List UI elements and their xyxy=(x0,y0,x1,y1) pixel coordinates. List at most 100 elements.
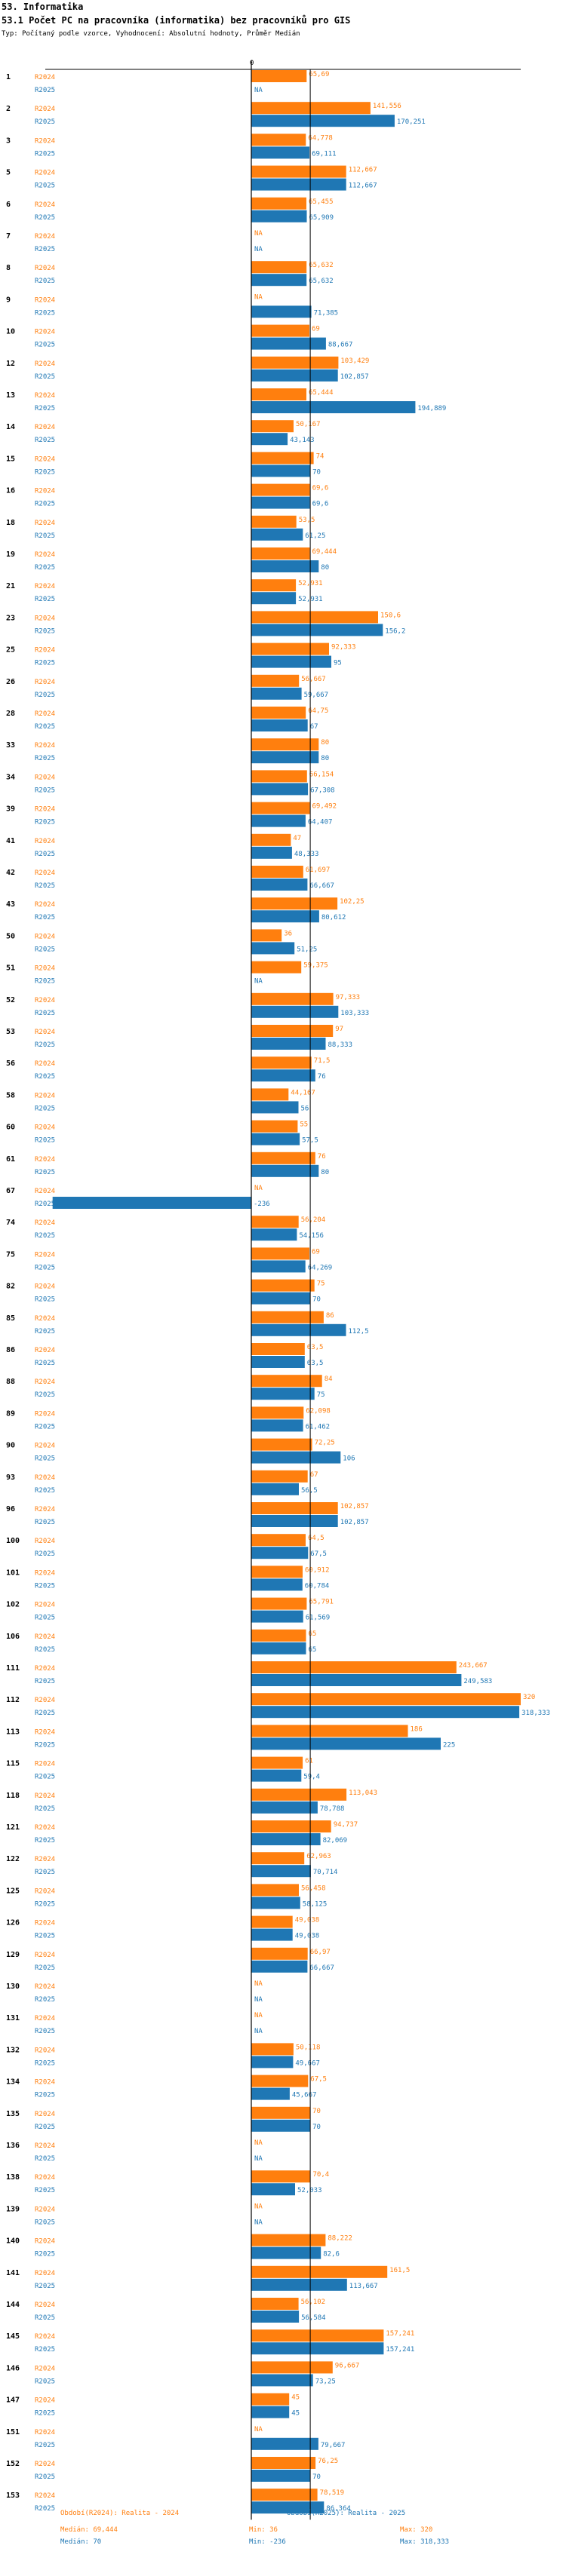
series-label: R2024 xyxy=(35,869,55,877)
series-label: R2025 xyxy=(35,373,55,381)
value-label: 69,492 xyxy=(312,803,337,811)
value-label: 86,364 xyxy=(326,2505,351,2513)
value-label: NA xyxy=(254,2028,263,2035)
series-label: R2024 xyxy=(35,997,55,1004)
value-label: 55 xyxy=(300,1121,308,1129)
bar xyxy=(251,1534,306,1547)
series-label: R2025 xyxy=(35,596,55,603)
series-label: R2024 xyxy=(35,1888,55,1895)
bar xyxy=(251,1833,321,1845)
bar xyxy=(52,1197,251,1209)
bar xyxy=(251,1323,346,1336)
series-label: R2025 xyxy=(35,660,55,667)
value-label: 56,458 xyxy=(301,1884,326,1892)
bar xyxy=(251,814,306,827)
category-label: 141 xyxy=(6,2269,20,2277)
value-label: 186 xyxy=(411,1725,423,1733)
series-label: R2025 xyxy=(35,2346,55,2354)
value-label: 56,204 xyxy=(301,1216,326,1224)
series-label: R2024 xyxy=(35,520,55,527)
value-label: 75 xyxy=(317,1280,325,1288)
bar xyxy=(251,1005,339,1018)
value-label: 69 xyxy=(312,326,320,333)
value-label: 156,2 xyxy=(385,627,405,635)
series-label: R2025 xyxy=(35,87,55,94)
series-label: R2024 xyxy=(35,2238,55,2246)
category-label: 115 xyxy=(6,1760,20,1768)
series-label: R2025 xyxy=(35,150,55,158)
value-label: 113,043 xyxy=(349,1789,377,1797)
bar xyxy=(251,1597,307,1610)
category-label: 101 xyxy=(6,1569,20,1577)
series-label: R2024 xyxy=(35,901,55,909)
value-label: NA xyxy=(254,2426,263,2433)
value-label: 103,429 xyxy=(340,357,369,365)
value-label: 45 xyxy=(291,2410,300,2418)
value-label: 243,667 xyxy=(459,1662,488,1670)
value-label: 62,963 xyxy=(306,1853,331,1860)
series-label: R2024 xyxy=(35,933,55,940)
bar xyxy=(251,197,306,210)
category-label: 23 xyxy=(6,614,15,622)
category-label: 106 xyxy=(6,1633,20,1641)
bar xyxy=(251,528,303,541)
bar xyxy=(251,337,326,350)
legend-r2024: Období(R2024): Realita - 2024 xyxy=(60,2510,180,2517)
bar xyxy=(251,1884,299,1897)
value-label: 69,6 xyxy=(312,501,329,508)
series-label: R2025 xyxy=(35,532,55,540)
bar xyxy=(251,611,378,624)
bar xyxy=(251,655,331,668)
bar xyxy=(251,738,319,751)
category-label: 138 xyxy=(6,2173,20,2182)
series-label: R2024 xyxy=(35,2079,55,2087)
bar xyxy=(251,1820,331,1832)
series-label: R2024 xyxy=(35,1761,55,1768)
value-label: 65,791 xyxy=(309,1599,334,1606)
series-label: R2024 xyxy=(35,329,55,336)
value-label: 67,5 xyxy=(310,2076,327,2084)
value-label: 70,714 xyxy=(313,1869,338,1876)
bar xyxy=(251,1947,308,1960)
series-label: R2024 xyxy=(35,201,55,209)
value-label: 59,375 xyxy=(303,962,328,970)
value-label: 320 xyxy=(523,1694,535,1701)
category-label: 122 xyxy=(6,1855,20,1863)
category-label: 43 xyxy=(6,900,15,909)
series-label: R2024 xyxy=(35,106,55,113)
series-label: R2024 xyxy=(35,170,55,177)
value-label: 65,909 xyxy=(309,214,334,222)
value-label: 80 xyxy=(321,564,329,572)
chart-subtitle: Typ: Počítaný podle vzorce, Vyhodnocení:… xyxy=(2,30,300,38)
series-label: R2025 xyxy=(35,1710,55,1717)
category-label: 151 xyxy=(6,2428,20,2436)
bar xyxy=(251,2246,321,2259)
bar xyxy=(251,1056,312,1069)
category-label: 146 xyxy=(6,2364,20,2372)
value-label: 66,667 xyxy=(309,882,334,890)
bar xyxy=(251,2329,384,2342)
max-r2025: Max: 318,333 xyxy=(400,2538,450,2546)
series-label: R2024 xyxy=(35,2015,55,2022)
value-label: 56,102 xyxy=(301,2298,326,2306)
series-label: R2024 xyxy=(35,1538,55,1545)
chart-title: 53.1 Počet PC na pracovníka (informatika… xyxy=(2,15,351,26)
series-label: R2025 xyxy=(35,1232,55,1240)
series-label: R2024 xyxy=(35,2492,55,2500)
bar xyxy=(251,2298,299,2310)
bar xyxy=(251,1629,306,1642)
series-label: R2025 xyxy=(35,1423,55,1431)
category-label: 113 xyxy=(6,1728,20,1736)
series-label: R2024 xyxy=(35,1347,55,1354)
value-label: 65 xyxy=(309,1630,317,1638)
value-label: 70 xyxy=(312,2124,321,2131)
bar xyxy=(251,369,338,382)
bar xyxy=(251,592,297,605)
series-label: R2024 xyxy=(35,2047,55,2054)
category-label: 93 xyxy=(6,1474,15,1482)
bar xyxy=(251,1451,341,1464)
bar xyxy=(251,70,307,82)
bar xyxy=(251,496,310,509)
series-label: R2025 xyxy=(35,1169,55,1176)
bar xyxy=(251,1260,306,1273)
